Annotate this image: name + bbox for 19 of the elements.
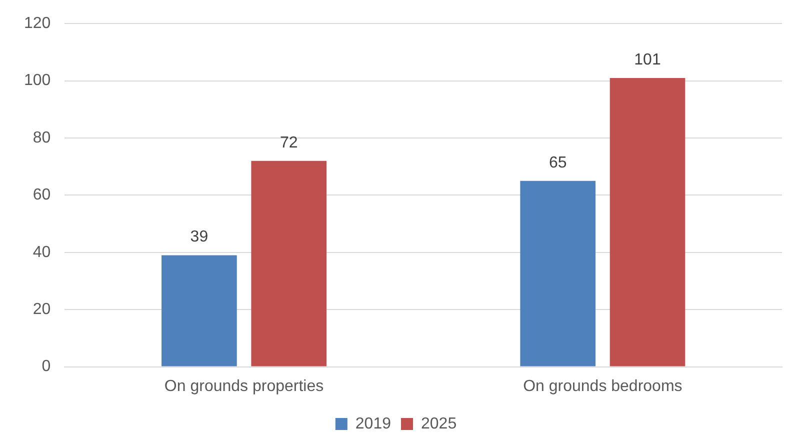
bar (162, 255, 237, 366)
data-label: 65 (548, 154, 567, 172)
data-label: 72 (280, 134, 298, 152)
bar (610, 78, 686, 366)
x-tick-label: On grounds properties (164, 378, 324, 395)
legend-label: 2019 (355, 415, 392, 432)
y-tick-label: 100 (24, 72, 51, 90)
y-tick-label: 20 (32, 301, 51, 318)
legend-label: 2025 (421, 415, 457, 432)
x-tick-label: On grounds bedrooms (523, 378, 682, 395)
y-tick-label: 60 (32, 186, 51, 204)
y-tick-label: 40 (32, 244, 51, 261)
y-tick-label: 80 (32, 129, 51, 146)
y-tick-label: 120 (24, 15, 51, 32)
bar (520, 180, 596, 366)
bar (251, 160, 327, 366)
data-label: 101 (634, 51, 661, 68)
data-label: 39 (190, 228, 208, 246)
y-tick-label: 0 (42, 358, 51, 376)
